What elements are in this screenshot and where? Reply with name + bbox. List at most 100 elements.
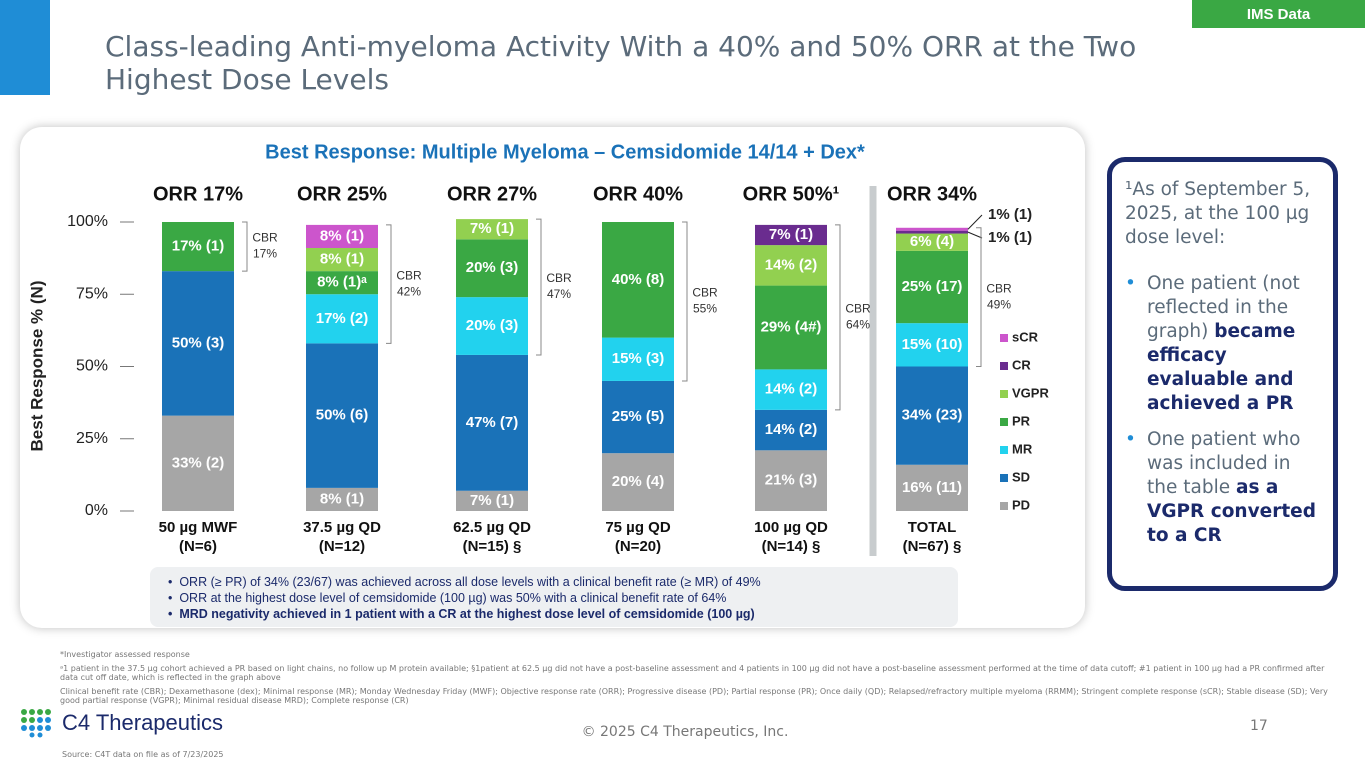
cbr-bracket: [386, 224, 392, 344]
cbr-bracket: [536, 218, 542, 356]
y-tick-label: 50%: [76, 358, 108, 375]
value-label: 16% (11): [902, 479, 962, 496]
cbr-title: CBR: [845, 302, 871, 316]
legend-label: sCR: [1012, 329, 1039, 344]
bullet-text: MRD negativity achieved in 1 patient wit…: [179, 607, 755, 621]
bar-segment: [755, 369, 827, 410]
x-tick-sublabel: (N=14) §: [762, 538, 821, 555]
bar-segment: [896, 366, 968, 465]
legend-swatch: [1000, 474, 1008, 482]
bar-segment: [306, 487, 378, 511]
bar-segment: [306, 294, 378, 344]
y-tick-label: 75%: [76, 285, 108, 302]
cbr-label: 49%: [987, 297, 1011, 311]
sidebar-bold: as a VGPR converted to a CR: [1147, 477, 1316, 546]
cbr-title: CBR: [986, 281, 1012, 295]
value-label: 14% (2): [765, 256, 818, 273]
bullet-box: [150, 567, 958, 627]
bar-segment: [755, 409, 827, 451]
cbr-title: CBR: [546, 271, 572, 285]
value-label: 6% (4): [910, 233, 954, 250]
legend-swatch: [1000, 502, 1008, 510]
value-label: 8% (1): [320, 251, 364, 268]
bar-segment: [456, 354, 528, 491]
logo-text: C4 Therapeutics: [62, 710, 224, 735]
tag: IMS Data: [1192, 0, 1365, 28]
value-label: 47% (7): [466, 414, 519, 431]
sidebar-bullet: • One patient who was included in the tab…: [1125, 429, 1316, 546]
y-axis-title: Best Response % (N): [27, 281, 46, 452]
value-label: 1% (1): [988, 229, 1032, 246]
value-label: 20% (3): [466, 259, 519, 276]
leader-line: [967, 214, 983, 230]
bar-segment: [896, 323, 968, 367]
bar-segment: [755, 450, 827, 511]
bar-segment: [602, 453, 674, 511]
x-tick-label: 62.5 µg QD: [453, 519, 531, 536]
value-label: 21% (3): [765, 472, 818, 489]
x-tick-label: 37.5 µg QD: [303, 519, 381, 536]
legend-swatch: [1000, 334, 1008, 342]
footnote: ᵃ1 patient in the 37.5 µg cohort achieve…: [60, 663, 1325, 683]
legend-label: MR: [1012, 441, 1033, 456]
sidebar-bold: became efficacy evaluable and achieved a…: [1147, 321, 1296, 414]
legend-label: SD: [1012, 469, 1030, 484]
value-label: 8% (1): [320, 227, 364, 244]
x-tick-label: 100 µg QD: [754, 519, 828, 536]
cbr-bracket: [242, 221, 248, 272]
value-label: 8% (1)ᵃ: [317, 274, 367, 291]
value-label: 8% (1): [320, 490, 364, 507]
y-tick-label: 25%: [76, 430, 108, 447]
cbr-title: CBR: [396, 268, 422, 282]
legend-swatch: [1000, 390, 1008, 398]
cbr-label: 17%: [253, 247, 277, 261]
legend-swatch: [1000, 446, 1008, 454]
sidebar-text: One patient who was included in the tabl…: [1147, 429, 1301, 498]
value-label: 7% (1): [470, 492, 514, 509]
orr-label: ORR 27%: [447, 183, 537, 205]
value-label: 50% (6): [316, 407, 369, 424]
bar-segment: [896, 230, 968, 234]
sidebar: [1107, 157, 1338, 591]
value-label: 15% (3): [612, 350, 665, 367]
bar-segment: [306, 343, 378, 488]
bar-segment: [896, 233, 968, 251]
legend-label: PR: [1012, 413, 1031, 428]
bar-segment: [602, 337, 674, 381]
cbr-label: 42%: [397, 284, 421, 298]
bullet: • MRD negativity achieved in 1 patient w…: [168, 607, 755, 621]
logo-mark: [21, 709, 51, 738]
chart-bullets: • ORR (≥ PR) of 34% (23/67) was achieved…: [168, 574, 958, 622]
bar-segment: [456, 219, 528, 240]
sidebar-text: One patient (not reflected in the graph): [1147, 273, 1300, 342]
sidebar-note: ¹As of September 5, 2025, at the 100 µg …: [1125, 179, 1311, 248]
accent-bar: [0, 0, 50, 95]
bullet-text: ORR (≥ PR) of 34% (23/67) was achieved a…: [179, 575, 761, 589]
x-tick-sublabel: (N=67) §: [903, 538, 962, 555]
sidebar-text: ¹As of September 5, 2025, at the 100 µg …: [1125, 178, 1325, 548]
y-tick-label: 100%: [67, 213, 108, 230]
bar-segment: [306, 224, 378, 249]
slide-title: Class-leading Anti-myeloma Activity With…: [105, 30, 1137, 96]
x-tick-label: TOTAL: [908, 519, 957, 536]
x-tick-sublabel: (N=12): [319, 538, 365, 555]
cbr-title: CBR: [252, 231, 278, 245]
bar-segment: [896, 227, 968, 231]
x-tick-label: 75 µg QD: [605, 519, 670, 536]
orr-label: ORR 40%: [593, 183, 683, 205]
value-label: 40% (8): [612, 271, 665, 288]
value-label: 20% (3): [466, 317, 519, 334]
legend-label: CR: [1012, 357, 1031, 372]
value-label: 25% (17): [902, 278, 963, 295]
cbr-bracket: [835, 224, 841, 411]
value-label: 17% (1): [172, 238, 225, 255]
value-label: 15% (10): [902, 336, 963, 353]
footnote: Clinical benefit rate (CBR); Dexamethaso…: [60, 686, 1328, 706]
copyright: © 2025 C4 Therapeutics, Inc.: [581, 724, 789, 740]
bar-segment: [755, 245, 827, 286]
cbr-title: CBR: [692, 286, 718, 300]
x-tick-sublabel: (N=20): [615, 538, 661, 555]
cbr-bracket: [682, 221, 688, 382]
logo: C4 Therapeutics: [20, 708, 223, 738]
